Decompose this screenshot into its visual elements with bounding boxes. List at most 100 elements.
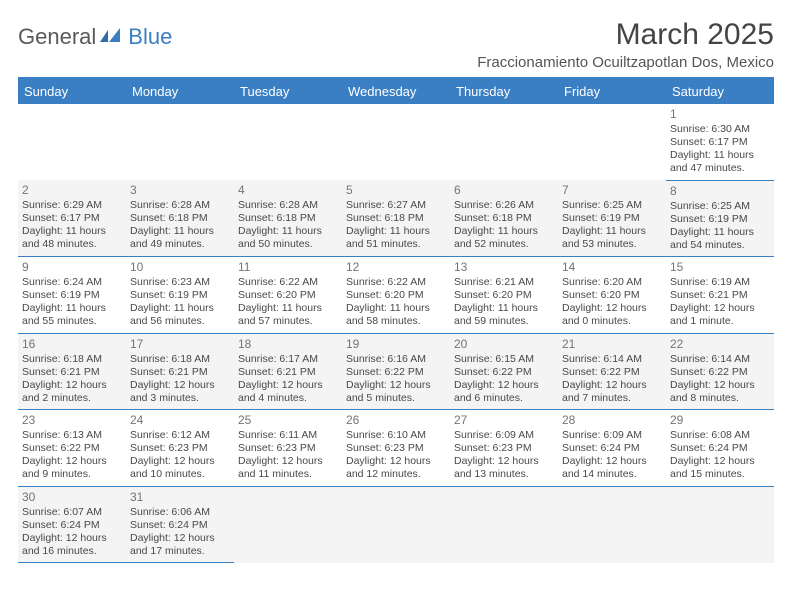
sunrise-line: Sunrise: 6:24 AM [22, 276, 122, 289]
calendar-day-cell [126, 104, 234, 180]
day-header: Thursday [450, 79, 558, 104]
sunrise-line: Sunrise: 6:28 AM [238, 199, 338, 212]
calendar-day-cell: 25Sunrise: 6:11 AMSunset: 6:23 PMDayligh… [234, 410, 342, 487]
daylight-line: Daylight: 12 hours and 6 minutes. [454, 379, 554, 405]
sunset-line: Sunset: 6:18 PM [130, 212, 230, 225]
sunset-line: Sunset: 6:21 PM [670, 289, 770, 302]
calendar-day-cell [342, 486, 450, 563]
day-number: 23 [22, 413, 122, 428]
day-header: Sunday [18, 79, 126, 104]
day-number: 9 [22, 260, 122, 275]
day-number: 15 [670, 260, 770, 275]
sunset-line: Sunset: 6:21 PM [130, 366, 230, 379]
calendar-day-cell: 7Sunrise: 6:25 AMSunset: 6:19 PMDaylight… [558, 180, 666, 257]
daylight-line: Daylight: 11 hours and 50 minutes. [238, 225, 338, 251]
calendar-day-cell: 26Sunrise: 6:10 AMSunset: 6:23 PMDayligh… [342, 410, 450, 487]
sunrise-line: Sunrise: 6:06 AM [130, 506, 230, 519]
day-number: 19 [346, 337, 446, 352]
calendar-week-row: 30Sunrise: 6:07 AM Sunset: 6:24 PM Dayligh… [18, 486, 774, 563]
daylight-line: Daylight: 12 hours and 16 minutes. [22, 532, 122, 558]
sunrise-line: Sunrise: 6:17 AM [238, 353, 338, 366]
sunrise-line: Sunrise: 6:21 AM [454, 276, 554, 289]
day-header: Friday [558, 79, 666, 104]
day-number: 26 [346, 413, 446, 428]
sunset-line: Sunset: 6:18 PM [238, 212, 338, 225]
daylight-line: Daylight: 12 hours and 10 minutes. [130, 455, 230, 481]
calendar-table: SundayMondayTuesdayWednesdayThursdayFrid… [18, 79, 774, 563]
day-number: 28 [562, 413, 662, 428]
daylight-line: Daylight: 12 hours and 1 minute. [670, 302, 770, 328]
day-number: 13 [454, 260, 554, 275]
sunrise-line: Sunrise: 6:07 AM [22, 506, 122, 519]
daylight-line: Daylight: 12 hours and 9 minutes. [22, 455, 122, 481]
day-number: 8 [670, 184, 770, 199]
day-number: 6 [454, 183, 554, 198]
daylight-line: Daylight: 11 hours and 58 minutes. [346, 302, 446, 328]
daylight-line: Daylight: 11 hours and 51 minutes. [346, 225, 446, 251]
sunset-line: Sunset: 6:18 PM [346, 212, 446, 225]
calendar-day-cell: 14Sunrise: 6:20 AMSunset: 6:20 PMDayligh… [558, 257, 666, 334]
calendar-day-cell: 20Sunrise: 6:15 AMSunset: 6:22 PMDayligh… [450, 333, 558, 410]
sunset-line: Sunset: 6:22 PM [454, 366, 554, 379]
day-number: 10 [130, 260, 230, 275]
sunrise-line: Sunrise: 6:23 AM [130, 276, 230, 289]
calendar-day-cell: 16Sunrise: 6:18 AMSunset: 6:21 PMDayligh… [18, 333, 126, 410]
day-number: 20 [454, 337, 554, 352]
calendar-day-cell: 2Sunrise: 6:29 AMSunset: 6:17 PMDaylight… [18, 180, 126, 257]
calendar-week-row: 23Sunrise: 6:13 AMSunset: 6:22 PMDayligh… [18, 410, 774, 487]
daylight-line: Daylight: 11 hours and 48 minutes. [22, 225, 122, 251]
sunrise-line: Sunrise: 6:09 AM [454, 429, 554, 442]
sunrise-line: Sunrise: 6:12 AM [130, 429, 230, 442]
sunset-line: Sunset: 6:23 PM [130, 442, 230, 455]
calendar-day-cell: 31Sunrise: 6:06 AMSunset: 6:24 PMDayligh… [126, 486, 234, 563]
day-number: 30 [22, 490, 122, 505]
daylight-line: Daylight: 12 hours and 2 minutes. [22, 379, 122, 405]
calendar-day-cell: 18Sunrise: 6:17 AMSunset: 6:21 PMDayligh… [234, 333, 342, 410]
calendar-day-cell: 4Sunrise: 6:28 AMSunset: 6:18 PMDaylight… [234, 180, 342, 257]
daylight-line: Daylight: 12 hours and 12 minutes. [346, 455, 446, 481]
sunset-line: Sunset: 6:20 PM [238, 289, 338, 302]
day-header: Saturday [666, 79, 774, 104]
sunrise-line: Sunrise: 6:28 AM [130, 199, 230, 212]
sunset-line: Sunset: 6:19 PM [562, 212, 662, 225]
sunrise-line: Sunrise: 6:29 AM [22, 199, 122, 212]
logo: General Blue [18, 24, 172, 50]
day-number: 31 [130, 490, 230, 505]
calendar-day-cell: 23Sunrise: 6:13 AMSunset: 6:22 PMDayligh… [18, 410, 126, 487]
day-number: 24 [130, 413, 230, 428]
calendar-day-cell: 30Sunrise: 6:07 AMSunset: 6:24 PMDayligh… [18, 486, 126, 563]
sunrise-line: Sunrise: 6:25 AM [562, 199, 662, 212]
sunset-line: Sunset: 6:21 PM [22, 366, 122, 379]
sunrise-line: Sunrise: 6:20 AM [562, 276, 662, 289]
calendar-day-cell [342, 104, 450, 180]
daylight-line: Daylight: 12 hours and 14 minutes. [562, 455, 662, 481]
calendar-day-cell [234, 486, 342, 563]
day-number: 5 [346, 183, 446, 198]
sunrise-line: Sunrise: 6:22 AM [238, 276, 338, 289]
daylight-line: Daylight: 11 hours and 57 minutes. [238, 302, 338, 328]
calendar-day-cell: 1Sunrise: 6:30 AMSunset: 6:17 PMDaylight… [666, 104, 774, 180]
day-number: 22 [670, 337, 770, 352]
daylight-line: Daylight: 11 hours and 55 minutes. [22, 302, 122, 328]
calendar-body: 1Sunrise: 6:30 AMSunset: 6:17 PMDaylight… [18, 104, 774, 563]
month-title: March 2025 [477, 18, 774, 52]
day-number: 7 [562, 183, 662, 198]
sunrise-line: Sunrise: 6:08 AM [670, 429, 770, 442]
calendar-day-cell: 6Sunrise: 6:26 AMSunset: 6:18 PMDaylight… [450, 180, 558, 257]
calendar-day-cell [18, 104, 126, 180]
sunrise-line: Sunrise: 6:15 AM [454, 353, 554, 366]
daylight-line: Daylight: 12 hours and 13 minutes. [454, 455, 554, 481]
sunset-line: Sunset: 6:24 PM [130, 519, 230, 532]
calendar-day-cell: 28Sunrise: 6:09 AMSunset: 6:24 PMDayligh… [558, 410, 666, 487]
day-number: 12 [346, 260, 446, 275]
sunrise-line: Sunrise: 6:26 AM [454, 199, 554, 212]
daylight-line: Daylight: 12 hours and 3 minutes. [130, 379, 230, 405]
daylight-line: Daylight: 11 hours and 52 minutes. [454, 225, 554, 251]
calendar-day-cell [450, 104, 558, 180]
day-header: Wednesday [342, 79, 450, 104]
day-number: 21 [562, 337, 662, 352]
day-number: 25 [238, 413, 338, 428]
sunset-line: Sunset: 6:20 PM [454, 289, 554, 302]
logo-text-left: General [18, 24, 96, 50]
sunset-line: Sunset: 6:21 PM [238, 366, 338, 379]
